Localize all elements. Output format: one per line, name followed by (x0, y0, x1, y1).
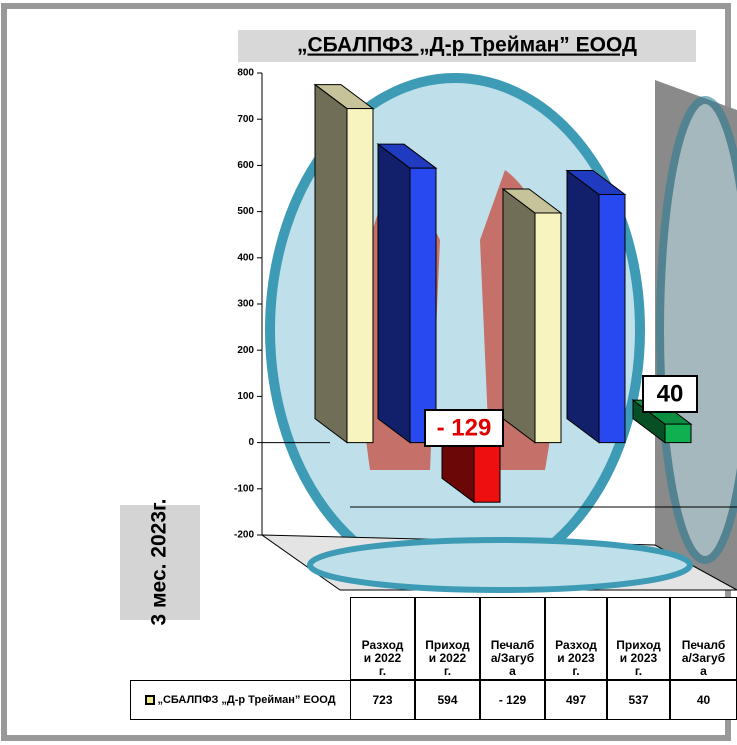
side-label: 3 мес. 2023г. (148, 499, 171, 626)
bar (664, 423, 692, 444)
y-tick-label: 200 (237, 345, 254, 356)
table-value: 497 (545, 680, 607, 720)
legend-label: „СБАЛПФЗ „Д-р Трейман” ЕООД (157, 693, 336, 706)
y-tick-label: 700 (237, 114, 254, 125)
bar-side (314, 83, 348, 444)
x-tick-label: Печалба/Загуба (480, 597, 545, 680)
table-value: - 129 (480, 680, 545, 720)
y-tick-label: 300 (237, 299, 254, 310)
x-tick-label: Разходи 2022 г. (350, 597, 415, 680)
data-label: 40 (657, 380, 684, 407)
table-value: 40 (670, 680, 737, 720)
x-tick-label: Разходи 2023 г. (545, 597, 607, 680)
x-tick-label: Печалба/Загуба (670, 597, 737, 680)
bar-side (566, 169, 600, 444)
x-tick-label: Приходи 2023 г. (607, 597, 670, 680)
bar (346, 108, 374, 444)
bar (598, 194, 626, 444)
y-tick-label: 0 (248, 437, 254, 448)
table-value: 537 (607, 680, 670, 720)
table-value: 594 (415, 680, 480, 720)
chart-title: „СБАЛПФЗ „Д-р Трейман” ЕООД (297, 34, 637, 57)
y-tick-label: -100 (234, 483, 254, 494)
title-box (238, 30, 696, 62)
callout-box (424, 409, 504, 447)
x-tick-label: Приходи 2022 г. (415, 597, 480, 680)
bar (534, 212, 562, 444)
bar-side (377, 143, 411, 444)
y-tick-label: 100 (237, 391, 254, 402)
y-tick-label: 600 (237, 160, 254, 171)
legend-cell: „СБАЛПФЗ „Д-р Трейман” ЕООД (130, 680, 351, 720)
floor-disc (307, 537, 693, 593)
legend-swatch (145, 695, 156, 705)
bar (409, 167, 437, 444)
table-value: 723 (350, 680, 415, 720)
bar-side (502, 187, 536, 444)
y-tick-label: -200 (234, 530, 254, 541)
callout-box (642, 375, 698, 413)
side-label-box (120, 505, 200, 620)
data-label: - 129 (437, 414, 492, 441)
y-tick-label: 800 (237, 68, 254, 79)
y-tick-label: 400 (237, 252, 254, 263)
bar (473, 442, 501, 503)
side-wall-disc (656, 96, 737, 564)
y-tick-label: 500 (237, 206, 254, 217)
